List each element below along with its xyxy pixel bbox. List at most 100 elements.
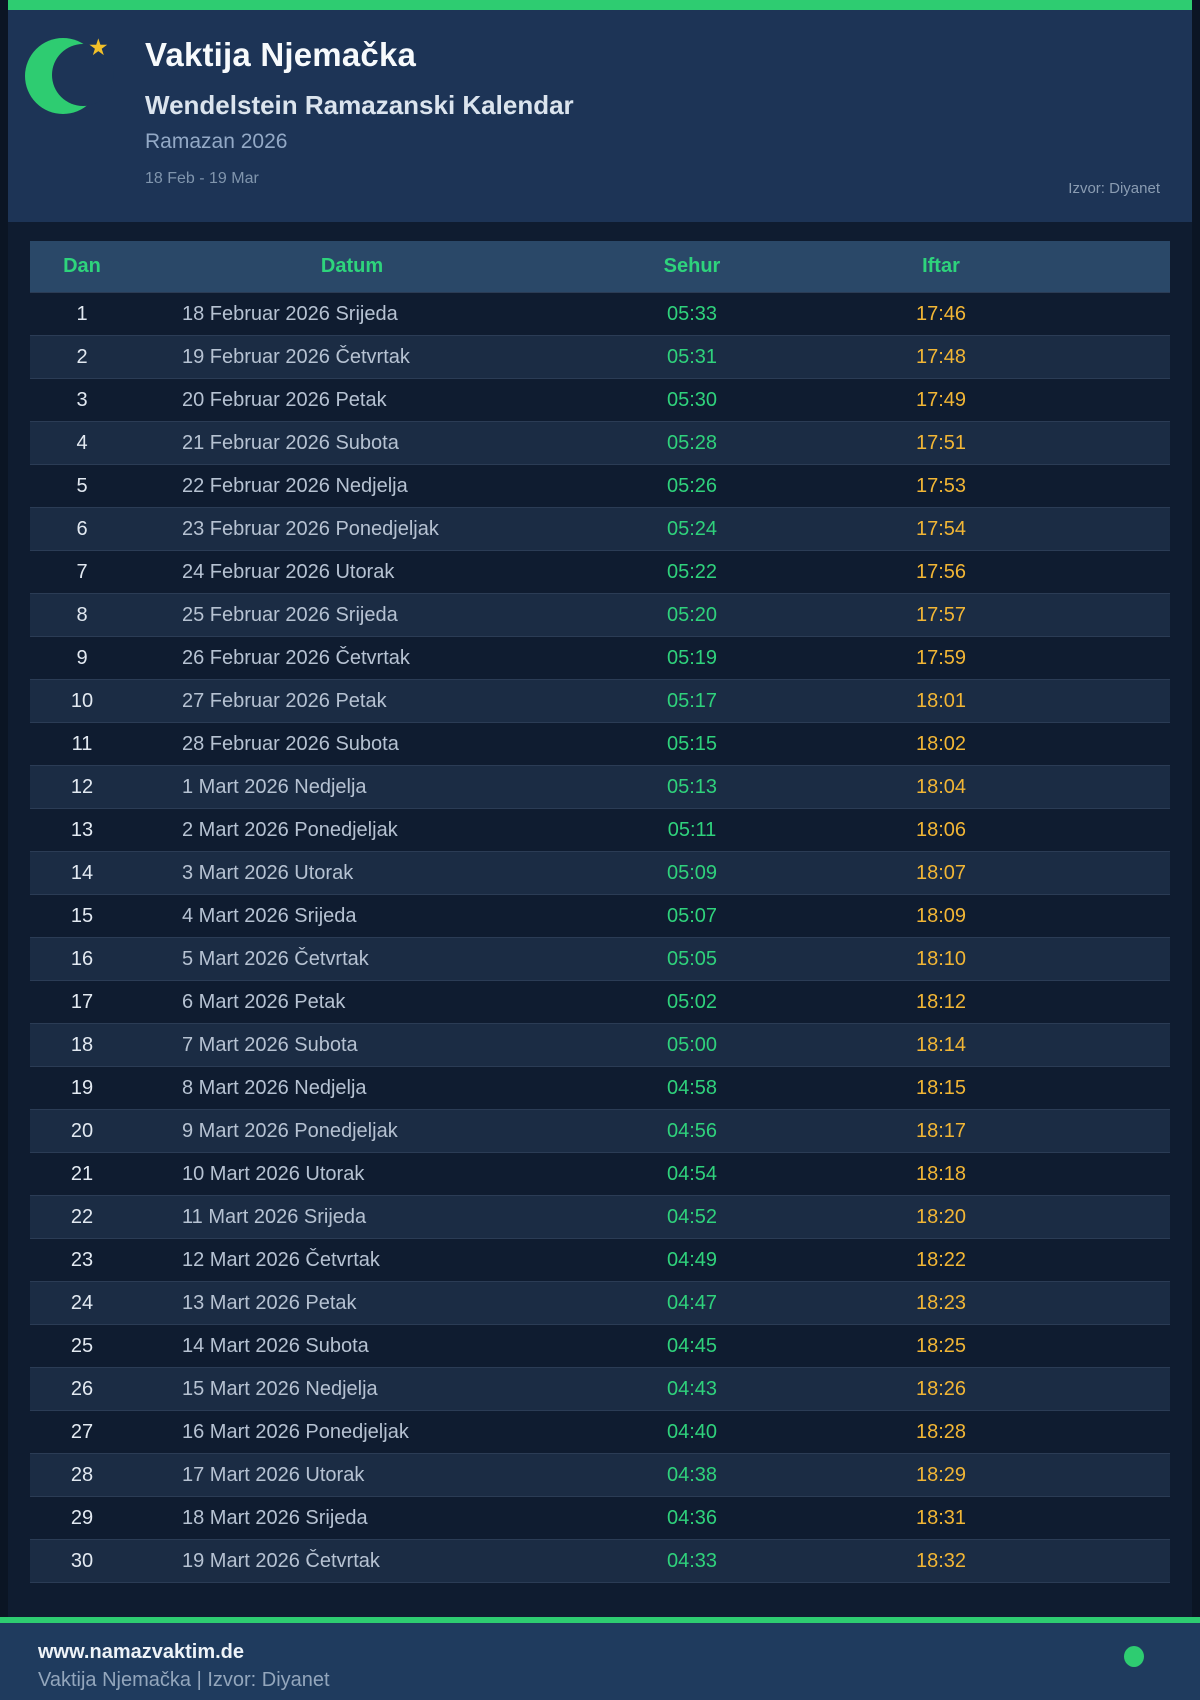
top-accent-bar [8, 0, 1192, 10]
day-cell: 20 [70, 1119, 94, 1142]
sehur-cell: 05:13 [666, 775, 718, 798]
date-cell: 16 Mart 2026 Ponedjeljak [182, 1420, 409, 1443]
table-row: 22 11 Mart 2026 Srijeda 04:52 18:20 [30, 1195, 1170, 1238]
table-row: 19 8 Mart 2026 Nedjelja 04:58 18:15 [30, 1066, 1170, 1109]
calendar-body: Dan Datum Sehur Iftar 1 18 Februar 2026 Srij… [8, 222, 1192, 1617]
prayer-times-table: Dan Datum Sehur Iftar 1 18 Februar 2026 Srij… [30, 241, 1170, 1583]
column-header-dan: Dan [63, 255, 101, 277]
date-cell: 8 Mart 2026 Nedjelja [182, 1076, 367, 1099]
sehur-cell: 05:24 [666, 517, 718, 540]
table-header-row: Dan Datum Sehur Iftar [30, 241, 1170, 292]
date-cell: 15 Mart 2026 Nedjelja [182, 1377, 378, 1400]
sehur-cell: 04:43 [666, 1377, 718, 1400]
table-row: 3 20 Februar 2026 Petak 05:30 17:49 [30, 378, 1170, 421]
table-row: 14 3 Mart 2026 Utorak 05:09 18:07 [30, 851, 1170, 894]
day-cell: 5 [76, 474, 88, 497]
sehur-cell: 05:28 [666, 431, 718, 454]
green-dot-icon [1124, 1646, 1144, 1667]
sehur-cell: 05:00 [666, 1033, 718, 1056]
day-cell: 21 [70, 1162, 94, 1185]
day-cell: 14 [70, 861, 94, 884]
column-header-datum: Datum [320, 255, 384, 277]
date-cell: 4 Mart 2026 Srijeda [182, 904, 357, 927]
day-cell: 27 [70, 1420, 94, 1443]
date-cell: 3 Mart 2026 Utorak [182, 861, 354, 884]
iftar-cell: 18:17 [915, 1119, 967, 1142]
day-cell: 26 [70, 1377, 94, 1400]
iftar-cell: 18:15 [915, 1076, 967, 1099]
date-range: 18 Feb - 19 Mar [145, 170, 259, 187]
date-cell: 2 Mart 2026 Ponedjeljak [182, 818, 398, 841]
day-cell: 13 [70, 818, 94, 841]
day-cell: 6 [76, 517, 88, 540]
table-row: 28 17 Mart 2026 Utorak 04:38 18:29 [30, 1453, 1170, 1496]
crescent-moon-icon [25, 38, 114, 114]
iftar-cell: 17:46 [915, 302, 967, 325]
sehur-cell: 05:05 [666, 947, 718, 970]
day-cell: 12 [70, 775, 94, 798]
iftar-cell: 17:49 [915, 388, 967, 411]
table-row: 2 19 Februar 2026 Četvrtak 05:31 17:48 [30, 335, 1170, 378]
sehur-cell: 04:54 [666, 1162, 718, 1185]
iftar-cell: 18:09 [915, 904, 967, 927]
day-cell: 15 [70, 904, 94, 927]
date-cell: 12 Mart 2026 Četvrtak [182, 1248, 380, 1271]
header: ★ Vaktija Njemačka Wendelstein Ramazansk… [8, 10, 1192, 222]
day-cell: 10 [70, 689, 94, 712]
day-cell: 1 [76, 302, 88, 325]
date-cell: 7 Mart 2026 Subota [182, 1033, 358, 1056]
table-row: 7 24 Februar 2026 Utorak 05:22 17:56 [30, 550, 1170, 593]
sehur-cell: 04:38 [666, 1463, 718, 1486]
table-row: 20 9 Mart 2026 Ponedjeljak 04:56 18:17 [30, 1109, 1170, 1152]
iftar-cell: 18:23 [915, 1291, 967, 1314]
iftar-cell: 18:10 [915, 947, 967, 970]
day-cell: 9 [76, 646, 88, 669]
sehur-cell: 05:30 [666, 388, 718, 411]
date-cell: 18 Mart 2026 Srijeda [182, 1506, 368, 1529]
sehur-cell: 04:52 [666, 1205, 718, 1228]
date-cell: 13 Mart 2026 Petak [182, 1291, 357, 1314]
sehur-cell: 04:36 [666, 1506, 718, 1529]
iftar-cell: 18:20 [915, 1205, 967, 1228]
date-cell: 19 Mart 2026 Četvrtak [182, 1549, 380, 1572]
iftar-cell: 18:01 [915, 689, 967, 712]
table-row: 15 4 Mart 2026 Srijeda 05:07 18:09 [30, 894, 1170, 937]
iftar-cell: 18:12 [915, 990, 967, 1013]
date-cell: 14 Mart 2026 Subota [182, 1334, 369, 1357]
date-cell: 27 Februar 2026 Petak [182, 689, 387, 712]
day-cell: 23 [70, 1248, 94, 1271]
sehur-cell: 05:31 [666, 345, 718, 368]
date-cell: 22 Februar 2026 Nedjelja [182, 474, 408, 497]
day-cell: 8 [76, 603, 88, 626]
date-cell: 24 Februar 2026 Utorak [182, 560, 395, 583]
iftar-cell: 18:06 [915, 818, 967, 841]
day-cell: 24 [70, 1291, 94, 1314]
iftar-cell: 18:32 [915, 1549, 967, 1572]
date-cell: 26 Februar 2026 Četvrtak [182, 646, 410, 669]
website-link[interactable]: www.namazvaktim.de [38, 1641, 244, 1663]
sehur-cell: 05:22 [666, 560, 718, 583]
sehur-cell: 04:45 [666, 1334, 718, 1357]
sehur-cell: 05:17 [666, 689, 718, 712]
column-header-iftar: Iftar [922, 255, 960, 277]
sehur-cell: 04:56 [666, 1119, 718, 1142]
table-row: 16 5 Mart 2026 Četvrtak 05:05 18:10 [30, 937, 1170, 980]
iftar-cell: 17:59 [915, 646, 967, 669]
date-cell: 25 Februar 2026 Srijeda [182, 603, 398, 626]
table-row: 29 18 Mart 2026 Srijeda 04:36 18:31 [30, 1496, 1170, 1539]
sehur-cell: 05:19 [666, 646, 718, 669]
table-row: 18 7 Mart 2026 Subota 05:00 18:14 [30, 1023, 1170, 1066]
day-cell: 2 [76, 345, 88, 368]
iftar-cell: 17:51 [915, 431, 967, 454]
iftar-cell: 17:53 [915, 474, 967, 497]
date-cell: 1 Mart 2026 Nedjelja [182, 775, 367, 798]
sehur-cell: 05:33 [666, 302, 718, 325]
iftar-cell: 18:28 [915, 1420, 967, 1443]
table-row: 4 21 Februar 2026 Subota 05:28 17:51 [30, 421, 1170, 464]
day-cell: 18 [70, 1033, 94, 1056]
sehur-cell: 05:15 [666, 732, 718, 755]
table-row: 27 16 Mart 2026 Ponedjeljak 04:40 18:28 [30, 1410, 1170, 1453]
table-row: 21 10 Mart 2026 Utorak 04:54 18:18 [30, 1152, 1170, 1195]
sehur-cell: 04:47 [666, 1291, 718, 1314]
date-cell: 11 Mart 2026 Srijeda [182, 1205, 367, 1228]
